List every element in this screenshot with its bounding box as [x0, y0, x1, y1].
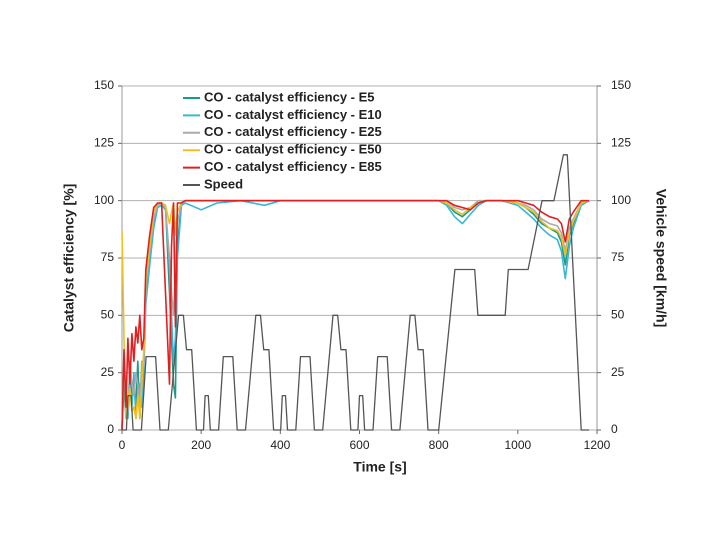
y-tick-label: 25 [101, 365, 115, 379]
y2-tick-label: 50 [611, 308, 625, 322]
y-tick-label: 0 [107, 422, 114, 436]
x-tick-label: 0 [119, 438, 126, 452]
y2-tick-label: 150 [611, 78, 631, 92]
y-tick-label: 125 [94, 136, 114, 150]
x-tick-label: 200 [191, 438, 211, 452]
y2-tick-label: 0 [611, 422, 618, 436]
y2-tick-label: 125 [611, 136, 631, 150]
x-tick-label: 1200 [584, 438, 611, 452]
y-tick-label: 75 [101, 250, 115, 264]
legend-label: CO - catalyst efficiency - E5 [204, 89, 375, 104]
y-tick-label: 50 [101, 308, 115, 322]
legend-label: Speed [204, 176, 243, 191]
y2-tick-label: 100 [611, 193, 631, 207]
x-tick-label: 600 [349, 438, 369, 452]
x-tick-label: 800 [429, 438, 449, 452]
speed-line [122, 154, 590, 431]
x-axis-label: Time [s] [353, 459, 406, 475]
y-axis-label: Catalyst efficiency [%] [61, 184, 77, 333]
legend-label: CO - catalyst efficiency - E10 [204, 107, 382, 122]
legend-label: CO - catalyst efficiency - E25 [204, 124, 382, 139]
y-tick-label: 100 [94, 193, 114, 207]
efficiency-line [121, 199, 590, 431]
legend-label: CO - catalyst efficiency - E50 [204, 142, 382, 157]
y2-axis-label: Vehicle speed [km/h] [653, 189, 669, 328]
y2-tick-label: 75 [611, 250, 625, 264]
y2-tick-label: 25 [611, 365, 625, 379]
x-tick-label: 400 [270, 438, 290, 452]
x-tick-label: 1000 [504, 438, 531, 452]
efficiency-line [121, 199, 590, 431]
legend-label: CO - catalyst efficiency - E85 [204, 159, 382, 174]
y-tick-label: 150 [94, 78, 114, 92]
